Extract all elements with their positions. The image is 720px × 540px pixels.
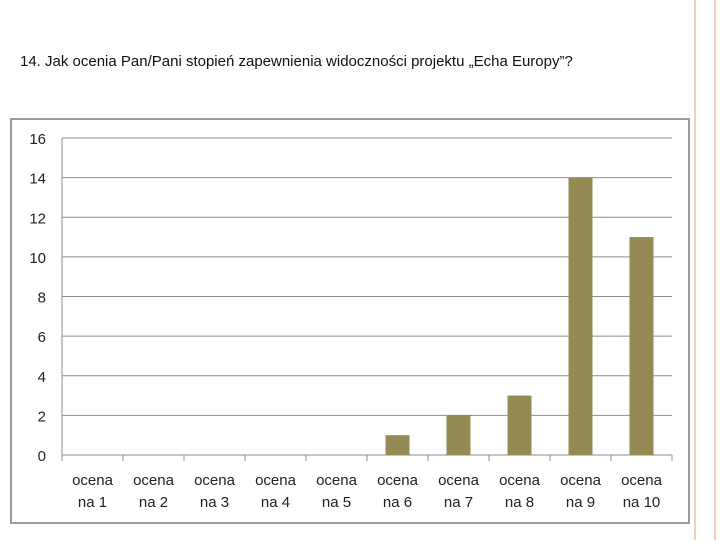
x-tick-label: na 8: [505, 494, 534, 511]
decorative-line-right: [714, 0, 716, 540]
x-tick-label: ocena: [377, 472, 419, 489]
y-tick-label: 6: [38, 329, 46, 346]
x-tick-label: ocena: [133, 472, 175, 489]
y-tick-label: 8: [38, 290, 46, 307]
y-tick-label: 4: [38, 369, 46, 386]
y-tick-label: 16: [29, 131, 46, 148]
x-tick-label: ocena: [499, 472, 541, 489]
bar: [629, 237, 654, 455]
x-tick-label: ocena: [560, 472, 602, 489]
x-tick-label: na 6: [383, 494, 412, 511]
x-tick-label: na 1: [78, 494, 107, 511]
y-tick-label: 12: [29, 210, 46, 227]
x-tick-label: ocena: [316, 472, 358, 489]
bar: [568, 177, 593, 455]
x-tick-label: ocena: [72, 472, 114, 489]
x-tick-label: na 5: [322, 494, 351, 511]
x-tick-label: ocena: [621, 472, 663, 489]
x-tick-label: na 3: [200, 494, 229, 511]
bar: [446, 415, 471, 455]
decorative-line-left: [694, 0, 696, 540]
y-tick-label: 2: [38, 408, 46, 425]
y-tick-label: 10: [29, 250, 46, 267]
y-tick-label: 0: [38, 448, 46, 465]
x-tick-label: na 2: [139, 494, 168, 511]
bar: [385, 435, 410, 455]
question-title: 14. Jak ocenia Pan/Pani stopień zapewnie…: [20, 53, 573, 70]
x-tick-label: na 9: [566, 494, 595, 511]
y-tick-label: 14: [29, 171, 46, 188]
x-tick-label: na 7: [444, 494, 473, 511]
x-tick-label: ocena: [438, 472, 480, 489]
x-tick-label: ocena: [194, 472, 236, 489]
x-tick-label: ocena: [255, 472, 297, 489]
x-tick-label: na 10: [623, 494, 661, 511]
bar: [507, 395, 532, 455]
x-tick-label: na 4: [261, 494, 290, 511]
